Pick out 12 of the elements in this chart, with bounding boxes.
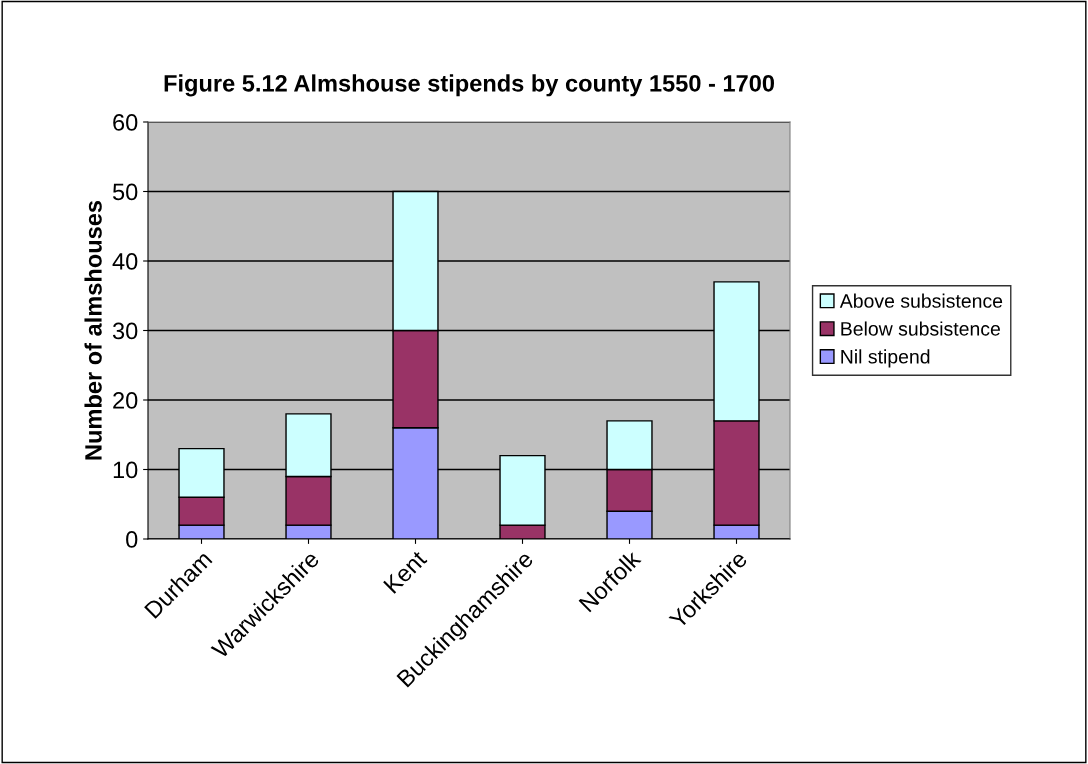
legend-label: Nil stipend [841,349,930,368]
y-tick-label: 30 [112,322,138,340]
y-tick-label: 10 [113,461,138,479]
legend-label: Below subsistence [841,321,1000,336]
y-tick-label: 40 [112,253,138,270]
y-tick-label: 60 [113,114,138,131]
y-tick-label: 50 [112,183,138,201]
chart-title: Figure 5.12 Almshouse stipends by county 1550 - 1700 [164,74,775,97]
y-tick-label: 0 [126,531,138,548]
legend-label: Above subsistence [839,293,1003,308]
y-tick-label: 20 [113,392,138,409]
y-axis-title: Number of almshouses [84,200,102,460]
